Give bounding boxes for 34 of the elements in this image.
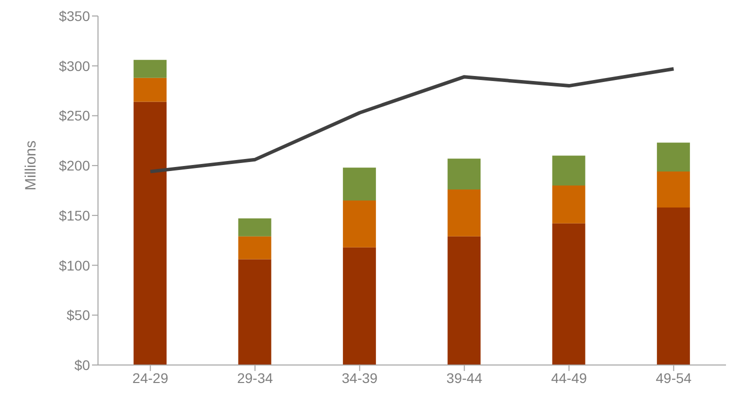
x-tick-label: 29-34 [237,370,274,386]
y-tick-label: $0 [74,356,90,373]
bar [656,172,690,208]
line-series [148,67,676,174]
x-tick-label: 49-54 [656,370,692,386]
bar [552,223,586,365]
bar [342,200,376,248]
y-tick-label: $50 [66,307,90,324]
bar [448,190,481,236]
y-tick-label: $300 [58,58,90,74]
bar [656,207,690,365]
bar [238,259,272,365]
bar [448,236,481,365]
x-tick-label: 24-29 [132,370,168,386]
y-tick-label: $200 [58,158,90,174]
y-tick-label: $100 [58,257,90,274]
bar [134,102,167,365]
y-tick-label: $250 [58,108,90,124]
bar [342,168,376,200]
y-tick-label: $150 [58,207,90,224]
bar [238,236,272,260]
bar [552,186,586,224]
x-tick-label: 44-49 [551,370,588,386]
bar [552,156,586,186]
x-tick-label: 34-39 [342,370,378,386]
bar [342,247,376,365]
bar [656,142,690,172]
bar [134,78,167,102]
y-axis-title: Millions [22,140,40,190]
x-tick-label: 39-44 [446,370,482,386]
bar [448,158,481,190]
y-tick-label: $350 [58,8,90,24]
bar [238,218,272,236]
bar [134,60,167,78]
